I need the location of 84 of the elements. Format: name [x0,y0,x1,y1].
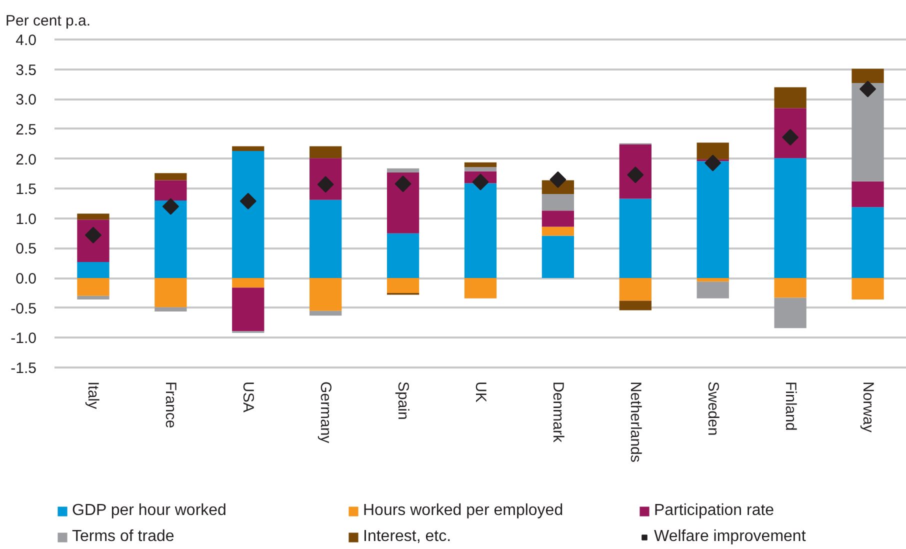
x-tick-label: Finland [782,382,799,431]
y-axis-title: Per cent p.a. [6,12,91,30]
legend-label: Terms of trade [72,528,176,546]
point [859,80,876,98]
bar [77,296,110,300]
x-tick-label: UK [472,382,489,402]
bar [77,214,110,220]
bar [852,83,884,182]
point [394,176,412,192]
bar [774,158,806,278]
y-tick-label: 3.5 [16,62,37,79]
bar [77,278,110,296]
bar [310,278,342,311]
bar [774,87,806,108]
x-tick-label: Sweden [704,382,722,436]
bar [464,162,497,168]
y-tick-label: 3.0 [16,92,37,109]
bar [774,278,806,298]
legend-label: Interest, etc. [363,528,452,546]
x-tick-label: Denmark [549,382,566,443]
bar [696,142,729,160]
bar [852,207,884,278]
bar [542,210,574,227]
bar [619,278,652,301]
x-tick-label: France [162,382,180,428]
bar [464,167,497,172]
point [704,154,722,172]
bar [386,233,420,278]
bar [774,298,806,328]
bar [696,282,729,298]
y-tick-label: 2.5 [16,121,37,138]
y-tick-label: 2.0 [16,151,37,168]
bar [310,200,342,278]
bar [619,144,652,199]
bar [232,288,264,332]
y-tick-label: -1.0 [10,330,37,348]
legend-label: Hours worked per employed [363,502,564,520]
legend-label: Participation rate [654,502,776,520]
x-tick-label: Spain [394,382,412,420]
bar [310,310,342,316]
bar [154,200,187,278]
bar [619,300,652,310]
y-tick-label: 1.0 [16,210,37,228]
bar [310,146,342,158]
point [472,174,489,190]
bar [386,278,420,293]
y-tick-label: 0.0 [16,270,37,288]
bar [232,151,264,278]
bar [464,183,497,278]
bar [232,278,264,288]
y-tick-label: 1.5 [16,181,37,198]
bar [232,146,264,152]
x-tick-label: USA [240,382,257,412]
bar [852,68,884,84]
bar [77,262,110,278]
bar [386,172,420,234]
bar [542,226,574,236]
bar [154,307,187,312]
x-tick-label: Netherlands [626,382,644,462]
bar [154,173,187,180]
y-tick-label: -1.5 [10,360,37,377]
bar [619,198,652,278]
bar [852,278,884,300]
legend-label: GDP per hour worked [72,502,228,520]
bar [542,194,574,211]
y-tick-label: -0.5 [10,300,37,318]
bar [852,181,884,208]
point [240,192,256,210]
point [162,198,179,215]
bar [154,180,187,201]
x-tick-label: Germany [317,382,334,444]
x-tick-label: Italy [84,382,102,410]
bar [774,108,806,158]
bar [542,236,574,278]
y-tick-label: 4.0 [16,32,37,49]
bar [464,278,497,298]
y-tick-label: 0.5 [16,240,37,258]
bar [154,278,187,308]
point [550,171,566,188]
bar [696,161,729,278]
bar [386,168,420,172]
legend-label: Welfare improvement [654,528,807,546]
x-tick-label: Norway [859,382,876,433]
bar [696,278,729,282]
